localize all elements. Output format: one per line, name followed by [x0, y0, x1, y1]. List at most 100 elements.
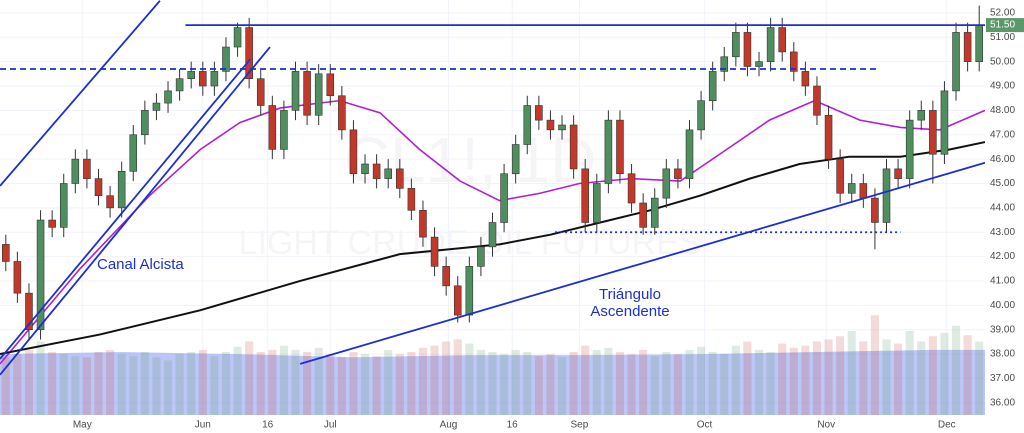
volume-bar — [430, 345, 439, 415]
candle-body — [349, 129, 358, 175]
candle-body — [500, 173, 508, 223]
volume-bar — [569, 352, 578, 415]
volume-bar — [140, 352, 149, 415]
volume-bar — [963, 335, 972, 415]
y-tick-label: 51.00 — [990, 32, 1015, 43]
volume-bar — [395, 354, 404, 415]
candle-body — [882, 168, 891, 223]
volume-bar — [198, 349, 207, 415]
y-tick-label: 50.00 — [990, 56, 1015, 67]
volume-bar — [94, 352, 103, 415]
volume-bar — [1, 357, 10, 415]
candle-body — [720, 56, 729, 72]
x-tick-label: Oct — [697, 420, 713, 431]
y-tick-label: 49.00 — [990, 81, 1015, 92]
volume-bar — [894, 343, 903, 415]
volume-bar — [187, 352, 196, 415]
x-tick-label: Nov — [817, 420, 835, 431]
candle-body — [732, 32, 740, 58]
candle-body — [871, 197, 879, 223]
candle-body — [222, 46, 230, 72]
volume-bar — [870, 315, 879, 415]
candle-body — [25, 292, 33, 331]
y-tick-label: 36.00 — [990, 397, 1015, 408]
candle-body — [766, 27, 775, 62]
volume-bar — [303, 352, 312, 415]
volume-bar — [928, 336, 937, 415]
volume-bar — [697, 346, 706, 415]
volume-bar — [117, 354, 126, 415]
candle-body — [824, 114, 833, 160]
y-tick-label: 37.00 — [990, 373, 1015, 384]
candle-body — [604, 119, 613, 184]
volume-bar — [685, 349, 694, 415]
candle-body — [233, 27, 242, 48]
volume-bar — [129, 356, 138, 415]
candle-body — [419, 210, 427, 238]
candle-body — [106, 195, 114, 209]
candle-body — [117, 171, 126, 209]
trend-line — [0, 0, 161, 187]
candle-body — [569, 124, 578, 170]
candle-body — [581, 168, 589, 223]
y-tick-label: 39.00 — [990, 324, 1015, 335]
candle-body — [187, 71, 195, 80]
volume-bar — [407, 352, 416, 415]
candle-body — [164, 90, 172, 104]
volume-bar — [349, 352, 358, 415]
axis-panel — [985, 0, 1024, 433]
volume-bar — [673, 354, 682, 415]
volume-bar — [824, 339, 833, 415]
volume-bar — [465, 343, 474, 415]
volume-bar — [766, 352, 775, 415]
annotation: Canal Alcista — [97, 256, 184, 273]
candle-body — [662, 168, 671, 199]
x-tick-label: Jul — [324, 420, 337, 431]
volume-bar — [917, 341, 926, 415]
candle-body — [326, 73, 335, 97]
volume-bar — [82, 357, 91, 415]
candle-body — [256, 78, 265, 106]
candle-body — [905, 119, 914, 179]
candle-body — [59, 183, 68, 228]
y-tick-label: 41.00 — [990, 276, 1015, 287]
last-price-label: 51.50 — [990, 20, 1015, 31]
y-tick-label: 45.00 — [990, 178, 1015, 189]
candle-body — [929, 110, 937, 155]
candle-body — [129, 134, 138, 172]
candle-body — [778, 27, 786, 53]
volume-bar — [291, 349, 300, 415]
volume-bar — [500, 354, 509, 415]
candle-body — [546, 119, 555, 131]
volume-bar — [581, 345, 590, 415]
x-tick-label: May — [73, 420, 92, 431]
candle-body — [407, 188, 416, 211]
last-price-box — [986, 18, 1024, 33]
volume-bar — [337, 357, 346, 415]
volume-bar — [384, 349, 393, 415]
volume-bar — [13, 354, 22, 415]
volume-bar — [476, 349, 485, 415]
candle-body — [280, 110, 288, 150]
candle-body — [488, 222, 497, 248]
volume-bar — [546, 354, 555, 415]
x-tick-label: Jun — [195, 420, 211, 431]
candle-body — [593, 183, 601, 223]
volume-bar — [951, 325, 961, 415]
candle-body — [813, 85, 821, 116]
volume-bar — [24, 349, 34, 415]
candle-body — [48, 219, 56, 228]
volume-bar — [233, 346, 242, 415]
volume-bar — [163, 360, 173, 415]
y-tick-label: 40.00 — [990, 300, 1015, 311]
candle-body — [152, 102, 161, 111]
volume-bar — [731, 345, 740, 415]
volume-bar — [268, 349, 277, 415]
candle-body — [141, 110, 149, 136]
volume-bar — [615, 352, 625, 415]
plot — [0, 0, 986, 415]
candle-body — [743, 32, 752, 67]
y-tick-label: 48.00 — [990, 105, 1015, 116]
volume-bar — [859, 341, 868, 415]
candle-body — [338, 95, 346, 131]
